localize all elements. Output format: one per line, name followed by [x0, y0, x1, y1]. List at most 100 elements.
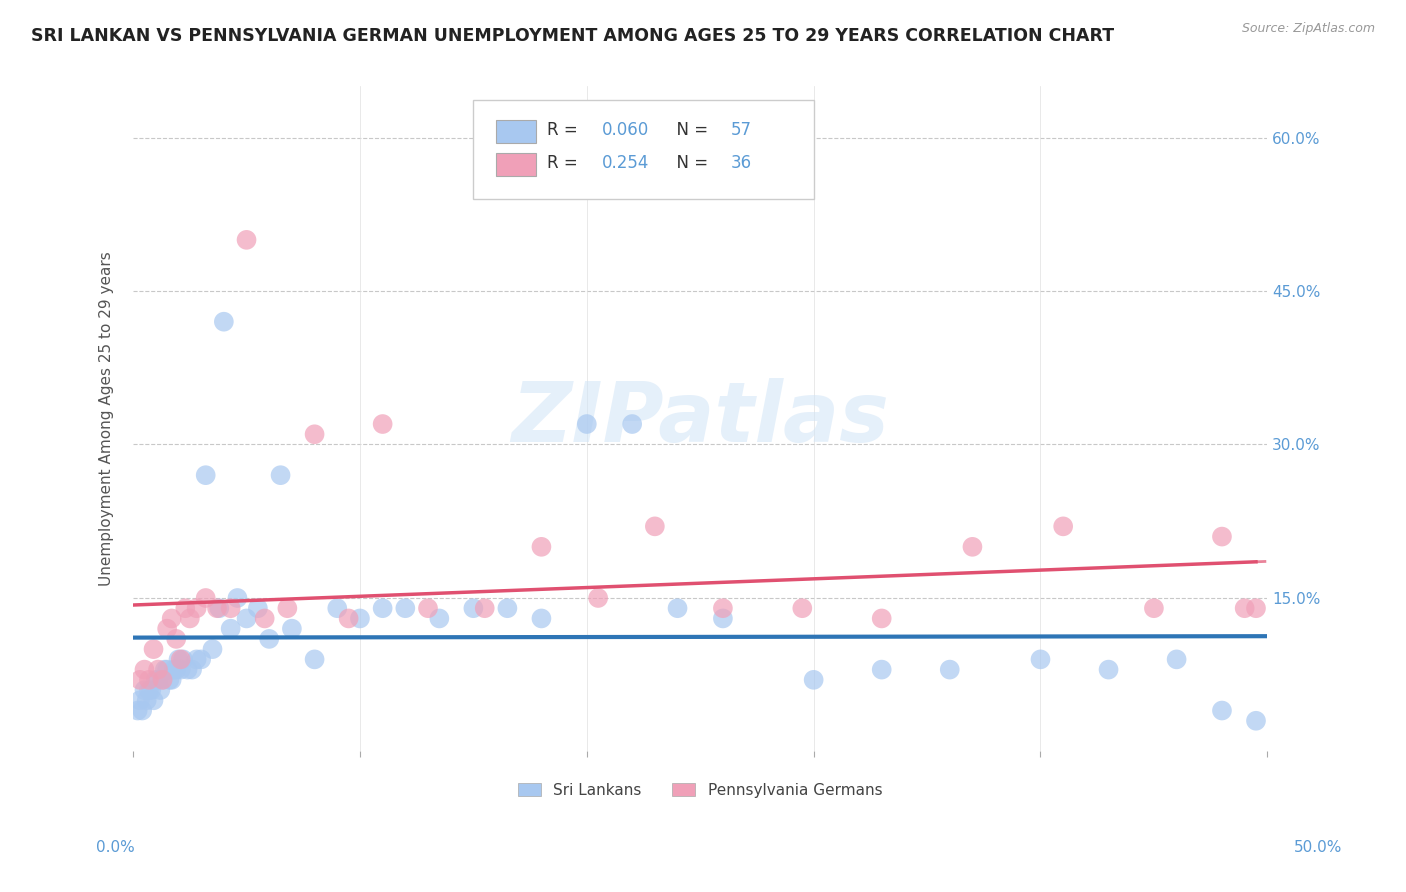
Point	[246, 601, 269, 615]
Point	[176, 663, 198, 677]
Point	[165, 663, 187, 677]
Point	[163, 663, 186, 677]
Point	[803, 673, 825, 687]
Point	[326, 601, 349, 615]
Point	[205, 601, 228, 615]
Point	[304, 427, 326, 442]
Point	[194, 591, 217, 605]
FancyBboxPatch shape	[496, 120, 536, 143]
Point	[253, 611, 276, 625]
Point	[394, 601, 416, 615]
Point	[131, 704, 153, 718]
Point	[190, 652, 212, 666]
Point	[186, 652, 208, 666]
Point	[152, 673, 174, 687]
Text: N =: N =	[666, 120, 714, 138]
Point	[160, 611, 183, 625]
Point	[270, 468, 292, 483]
Point	[170, 652, 193, 666]
Point	[1097, 663, 1119, 677]
Point	[129, 673, 152, 687]
Point	[496, 601, 519, 615]
Point	[156, 622, 179, 636]
Point	[141, 683, 163, 698]
Point	[349, 611, 371, 625]
Point	[142, 642, 165, 657]
Point	[208, 601, 231, 615]
Point	[172, 652, 194, 666]
Point	[160, 673, 183, 687]
Point	[586, 591, 609, 605]
Point	[870, 663, 893, 677]
Text: N =: N =	[666, 153, 714, 172]
Point	[235, 611, 257, 625]
Point	[371, 601, 394, 615]
Point	[138, 673, 160, 687]
Text: R =: R =	[547, 120, 583, 138]
Point	[201, 642, 224, 657]
Point	[219, 601, 242, 615]
Point	[1166, 652, 1188, 666]
Text: 0.0%: 0.0%	[96, 840, 135, 855]
Point	[257, 632, 280, 646]
Point	[276, 601, 298, 615]
Point	[337, 611, 360, 625]
Point	[304, 652, 326, 666]
Point	[1211, 704, 1233, 718]
Point	[1029, 652, 1052, 666]
Text: 36: 36	[731, 153, 752, 172]
Point	[134, 663, 156, 677]
Point	[1143, 601, 1166, 615]
Point	[149, 683, 172, 698]
Point	[135, 693, 157, 707]
Point	[145, 673, 167, 687]
Text: 57: 57	[731, 120, 752, 138]
Text: SRI LANKAN VS PENNSYLVANIA GERMAN UNEMPLOYMENT AMONG AGES 25 TO 29 YEARS CORRELA: SRI LANKAN VS PENNSYLVANIA GERMAN UNEMPL…	[31, 27, 1114, 45]
Text: Source: ZipAtlas.com: Source: ZipAtlas.com	[1241, 22, 1375, 36]
Point	[416, 601, 439, 615]
Text: R =: R =	[547, 153, 583, 172]
Point	[530, 540, 553, 554]
Point	[1052, 519, 1074, 533]
Point	[711, 611, 734, 625]
Point	[621, 417, 644, 431]
Text: 0.060: 0.060	[602, 120, 648, 138]
Point	[870, 611, 893, 625]
Point	[157, 673, 180, 687]
Point	[146, 673, 169, 687]
Point	[142, 693, 165, 707]
Point	[138, 683, 160, 698]
Point	[174, 601, 197, 615]
Point	[1244, 714, 1267, 728]
Text: 0.254: 0.254	[602, 153, 650, 172]
Point	[666, 601, 689, 615]
Text: 50.0%: 50.0%	[1295, 840, 1343, 855]
Point	[463, 601, 485, 615]
Point	[186, 601, 208, 615]
Point	[1211, 530, 1233, 544]
Point	[474, 601, 496, 615]
Point	[371, 417, 394, 431]
Point	[711, 601, 734, 615]
Point	[194, 468, 217, 483]
Point	[127, 704, 149, 718]
Point	[235, 233, 257, 247]
Y-axis label: Unemployment Among Ages 25 to 29 years: Unemployment Among Ages 25 to 29 years	[100, 252, 114, 586]
Point	[792, 601, 814, 615]
Point	[962, 540, 984, 554]
Point	[939, 663, 962, 677]
Point	[219, 622, 242, 636]
Point	[181, 663, 204, 677]
FancyBboxPatch shape	[474, 100, 814, 200]
Point	[152, 673, 174, 687]
Point	[1244, 601, 1267, 615]
Text: ZIPatlas: ZIPatlas	[512, 378, 889, 459]
Point	[146, 663, 169, 677]
Point	[165, 632, 187, 646]
Point	[153, 663, 176, 677]
Point	[530, 611, 553, 625]
Point	[212, 315, 235, 329]
Point	[281, 622, 304, 636]
Point	[427, 611, 450, 625]
Point	[170, 663, 193, 677]
